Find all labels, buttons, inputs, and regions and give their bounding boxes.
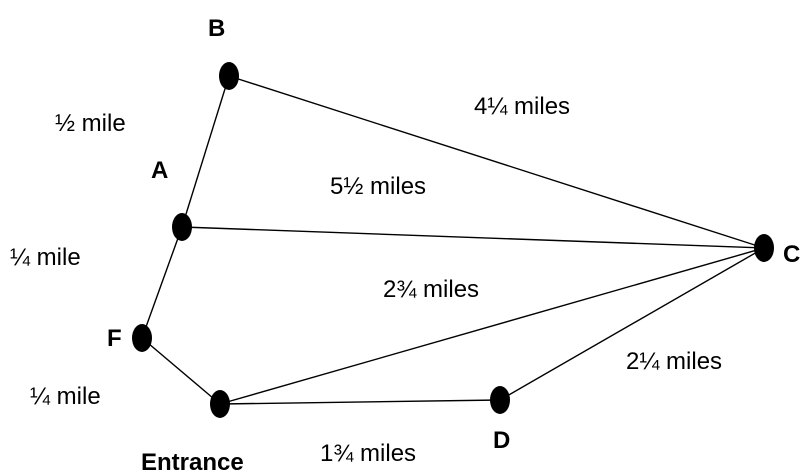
node-label-d: D xyxy=(493,427,510,454)
edge-label-entrance-d: 1¾ miles xyxy=(320,440,416,467)
node-label-c: C xyxy=(783,241,800,268)
edges xyxy=(141,75,765,405)
node-labels: B A F Entrance D C xyxy=(107,15,800,473)
edge-f-entrance xyxy=(141,337,221,405)
edge-label-b-a: ½ mile xyxy=(55,110,126,137)
node-d xyxy=(490,386,510,414)
node-a xyxy=(172,213,192,241)
node-label-f: F xyxy=(107,325,122,352)
node-c xyxy=(754,234,774,262)
nodes xyxy=(132,62,774,418)
node-b xyxy=(219,62,239,90)
node-entrance xyxy=(210,390,230,418)
node-f xyxy=(132,324,152,352)
edge-label-entrance-c: 2¾ miles xyxy=(383,276,479,303)
edge-label-d-c: 2¼ miles xyxy=(626,348,722,375)
edge-a-f xyxy=(141,226,183,339)
edge-b-a xyxy=(181,75,230,228)
edge-labels: ½ mile ¼ mile ¼ mile 4¼ miles 5½ miles 2… xyxy=(10,93,722,467)
edge-entrance-d xyxy=(219,399,501,405)
edge-a-c xyxy=(181,226,765,249)
node-label-a: A xyxy=(151,157,168,184)
node-label-entrance: Entrance xyxy=(141,449,244,473)
node-label-b: B xyxy=(208,15,225,42)
edge-label-f-entrance: ¼ mile xyxy=(30,383,101,410)
edge-label-b-c: 4¼ miles xyxy=(474,93,570,120)
edge-label-a-f: ¼ mile xyxy=(10,244,81,271)
edge-label-a-c: 5½ miles xyxy=(330,173,426,200)
edge-d-c xyxy=(499,247,765,401)
edge-b-c xyxy=(228,75,765,249)
edge-entrance-c xyxy=(219,247,765,405)
